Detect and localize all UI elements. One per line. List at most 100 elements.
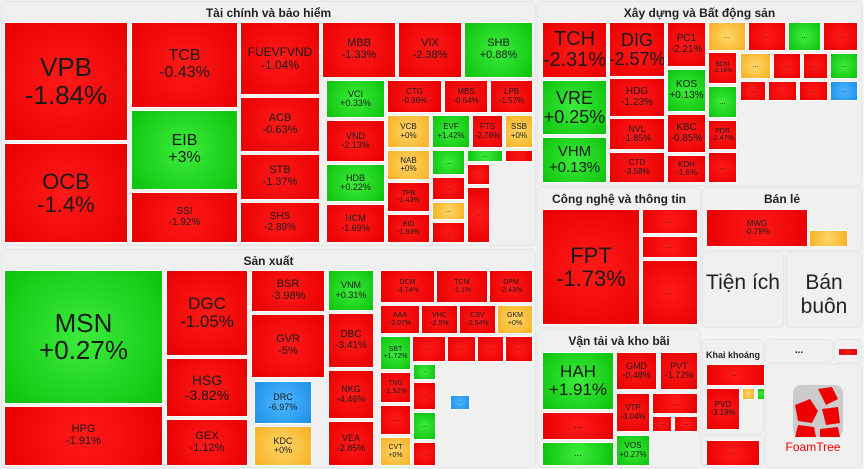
stock-tile[interactable]: ... [674, 416, 698, 432]
stock-tile[interactable]: ... [467, 164, 490, 185]
stock-tile[interactable]: ... [708, 86, 737, 118]
stock-tile[interactable]: HDB +0.22% [326, 164, 385, 202]
stock-tile[interactable]: DCM -3.74% [380, 270, 435, 303]
stock-tile[interactable]: BCM -2.16% [708, 52, 737, 84]
stock-tile[interactable]: MWG -0.79% [706, 209, 808, 247]
stock-tile[interactable]: ... [467, 150, 503, 162]
stock-tile[interactable]: ... [447, 336, 476, 362]
stock-tile[interactable]: LPB -1.57% [490, 80, 533, 113]
stock-tile[interactable]: ... [432, 150, 465, 175]
stock-tile[interactable] [757, 388, 765, 400]
stock-tile[interactable]: TCM -1.1% [436, 270, 488, 303]
stock-tile[interactable]: ... [413, 442, 436, 466]
stock-tile[interactable]: ... [477, 336, 504, 362]
stock-tile[interactable]: ... [830, 53, 858, 79]
stock-tile[interactable]: VHM +0.13% [542, 137, 607, 183]
stock-tile[interactable]: DGC -1.05% [166, 270, 248, 356]
stock-tile[interactable]: HCM -1.69% [326, 204, 385, 243]
stock-tile[interactable]: ACB -0.63% [240, 97, 320, 152]
stock-tile[interactable]: ... [413, 382, 436, 410]
stock-tile[interactable]: BID -1.93% [387, 214, 430, 243]
stock-tile[interactable]: VRE +0.25% [542, 80, 607, 135]
stock-tile[interactable]: VNM +0.31% [328, 270, 374, 311]
stock-tile[interactable] [809, 230, 848, 247]
stock-tile[interactable]: OCB -1.4% [4, 143, 128, 243]
stock-tile[interactable]: DBC -3.41% [328, 313, 374, 368]
stock-tile[interactable]: DPM -2.43% [489, 270, 533, 303]
stock-tile[interactable]: GKM +0% [497, 305, 533, 334]
stock-tile[interactable]: CTD -3.58% [609, 152, 665, 183]
stock-tile[interactable]: AAA -3.07% [380, 305, 420, 334]
stock-tile[interactable]: BSR -3.98% [251, 270, 325, 312]
stock-tile[interactable]: ... [803, 53, 828, 79]
stock-tile[interactable]: ... [652, 416, 672, 432]
stock-tile[interactable]: HSG -3.82% [166, 358, 248, 417]
stock-tile[interactable]: TCH -2.31% [542, 22, 607, 78]
stock-tile[interactable]: ... [708, 152, 737, 183]
stock-tile[interactable]: VOS +0.27% [616, 435, 650, 466]
stock-tile[interactable]: ... [432, 177, 465, 200]
stock-tile[interactable]: CVT +0% [380, 437, 411, 466]
stock-tile[interactable]: ... [542, 442, 614, 466]
stock-tile[interactable]: EIB +3% [131, 110, 238, 190]
stock-tile[interactable]: ... [467, 187, 490, 243]
stock-tile[interactable]: EVF +1.42% [432, 115, 470, 148]
stock-tile[interactable]: GMD -0.48% [616, 352, 657, 390]
stock-tile[interactable]: SHB +0.88% [464, 22, 533, 78]
stock-tile[interactable]: ... [505, 150, 533, 162]
stock-tile[interactable] [742, 388, 755, 400]
stock-tile[interactable]: ... [413, 364, 436, 380]
stock-tile[interactable]: ... [708, 22, 746, 51]
stock-tile[interactable]: SHS -2.89% [240, 202, 320, 243]
stock-tile[interactable]: GEX -1.12% [166, 419, 248, 466]
stock-tile[interactable]: ... [652, 393, 698, 414]
stock-tile[interactable]: PC1 -2.21% [667, 22, 706, 67]
stock-tile[interactable]: KDH -1.6% [667, 155, 706, 183]
stock-tile[interactable]: ... [642, 236, 698, 258]
stock-tile[interactable] [838, 348, 858, 356]
stock-tile[interactable]: ... [432, 202, 465, 220]
stock-tile[interactable]: MBS -0.64% [444, 80, 488, 113]
stock-tile[interactable]: PVD -3.19% [706, 388, 740, 430]
stock-tile[interactable]: ... [412, 336, 446, 362]
stock-tile[interactable]: ... [505, 336, 533, 362]
stock-tile[interactable]: TCB -0.43% [131, 22, 238, 108]
stock-tile[interactable]: VND -2.13% [326, 120, 385, 162]
stock-tile[interactable]: SSB +0% [505, 115, 533, 148]
stock-tile[interactable]: TNG -1.52% [380, 372, 411, 403]
panel-utilities[interactable]: Tiện ích [703, 253, 783, 327]
stock-tile[interactable]: ... [740, 81, 766, 101]
stock-tile[interactable]: VPB -1.84% [4, 22, 128, 141]
stock-tile[interactable]: VCI +0.33% [326, 80, 385, 118]
stock-tile[interactable]: VCB +0% [387, 115, 430, 148]
stock-tile[interactable]: TPB -1.43% [387, 182, 430, 212]
stock-tile[interactable]: CSV -2.54% [459, 305, 496, 334]
panel-small-1[interactable]: ... [766, 340, 832, 362]
stock-tile[interactable]: ... [642, 260, 698, 325]
stock-tile[interactable]: PDR -2.47% [708, 120, 737, 150]
stock-tile[interactable]: ... [773, 53, 801, 79]
panel-wholesale[interactable]: Bán buôn [787, 253, 861, 327]
stock-tile[interactable]: ... [380, 405, 411, 435]
stock-tile[interactable]: SSI -1.92% [131, 192, 238, 243]
stock-tile[interactable]: NVL -1.85% [609, 118, 665, 150]
stock-tile[interactable]: NAB +0% [387, 150, 430, 180]
stock-tile[interactable]: HPG -1.91% [4, 406, 163, 466]
stock-tile[interactable]: ... [799, 81, 828, 101]
stock-tile[interactable]: ... [413, 412, 436, 440]
stock-tile[interactable]: ... [432, 222, 465, 243]
stock-tile[interactable]: ... [830, 81, 858, 101]
stock-tile[interactable]: ... [788, 22, 821, 51]
stock-tile[interactable]: ... [740, 53, 771, 79]
stock-tile[interactable]: KDC +0% [254, 426, 312, 466]
stock-tile[interactable]: KOS +0.13% [667, 69, 706, 112]
stock-tile[interactable]: STB -1.37% [240, 154, 320, 200]
stock-tile[interactable]: SBT +1.72% [380, 336, 411, 370]
stock-tile[interactable]: KBC -0.85% [667, 114, 706, 153]
stock-tile[interactable]: FPT -1.73% [542, 209, 640, 325]
stock-tile[interactable]: VTP -3.04% [616, 393, 650, 432]
stock-tile[interactable]: HAH +1.91% [542, 352, 614, 410]
stock-tile[interactable]: ... [706, 364, 765, 386]
stock-tile[interactable]: GVR -5% [251, 314, 325, 378]
stock-tile[interactable]: FTS -2.76% [472, 115, 503, 148]
